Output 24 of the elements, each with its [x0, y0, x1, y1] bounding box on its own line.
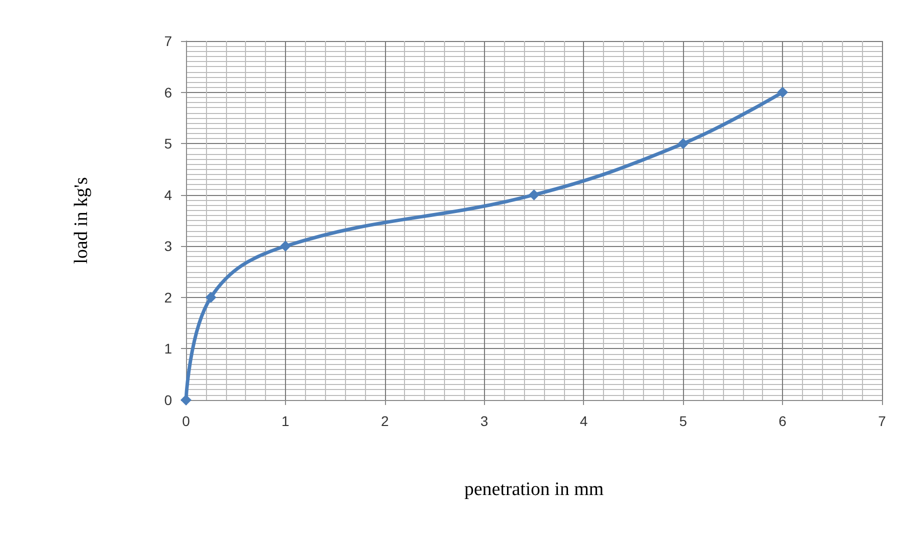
- point: [280, 240, 291, 252]
- y-tick-label: 3: [164, 238, 172, 254]
- point: [180, 394, 192, 406]
- x-tick-label: 5: [679, 413, 688, 429]
- x-tick-label: 1: [282, 413, 290, 429]
- x-tick-label: 6: [778, 413, 787, 429]
- x-tick-label: 7: [878, 413, 886, 429]
- y-axis-title: load in kg's: [71, 177, 92, 264]
- y-tick-label: 0: [164, 392, 172, 408]
- x-tick-label: 3: [480, 413, 488, 429]
- point: [777, 86, 788, 98]
- point: [528, 189, 540, 200]
- point: [205, 292, 216, 303]
- x-axis-title: penetration in mm: [464, 479, 604, 500]
- x-tick-label: 0: [182, 413, 190, 429]
- y-tick-label: 7: [164, 33, 172, 49]
- y-tick-label: 5: [164, 136, 172, 152]
- point: [678, 138, 689, 150]
- y-tick-label: 2: [164, 289, 172, 306]
- x-tick-label: 2: [380, 413, 389, 429]
- y-tick-label: 1: [164, 340, 172, 357]
- y-tick-label: 4: [164, 186, 172, 203]
- y-tick-label: 6: [164, 84, 172, 100]
- x-tick-label: 4: [580, 413, 588, 429]
